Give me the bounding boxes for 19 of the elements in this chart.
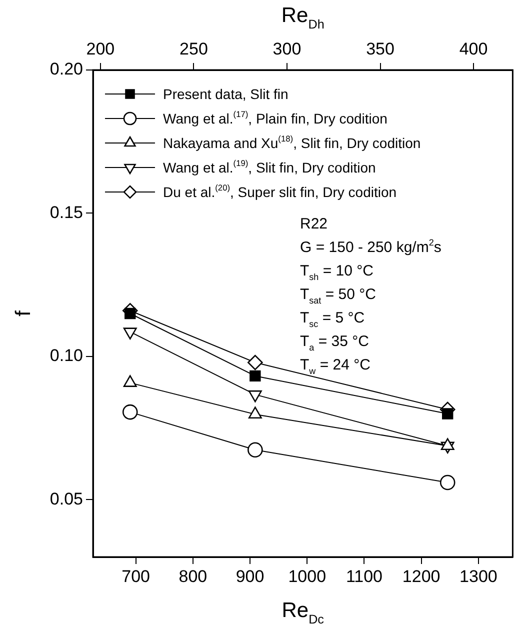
x2-tick-label: 200 — [86, 39, 115, 58]
x-tick-label: 800 — [178, 566, 208, 586]
legend-label: Present data, Slit fin — [163, 86, 288, 102]
x2-tick-label: 250 — [180, 39, 208, 58]
y-tick-label: 0.10 — [50, 346, 83, 366]
x-tick-label: 1200 — [402, 566, 440, 586]
x-tick-label: 700 — [122, 566, 150, 586]
y-tick-label: 0.15 — [50, 202, 83, 222]
x-tick-label: 1000 — [288, 566, 326, 586]
y-tick-label: 0.20 — [50, 60, 83, 79]
x-tick-label: 1300 — [460, 566, 498, 586]
x2-tick-label: 300 — [272, 39, 302, 58]
x-tick-label: 1100 — [346, 566, 383, 586]
y-tick-label: 0.05 — [50, 489, 83, 508]
x2-tick-label: 400 — [459, 39, 488, 58]
annotation: R22 — [300, 216, 328, 232]
x-tick-label: 900 — [236, 566, 264, 586]
y-axis-title: f — [12, 310, 35, 316]
x2-tick-label: 350 — [366, 39, 394, 58]
